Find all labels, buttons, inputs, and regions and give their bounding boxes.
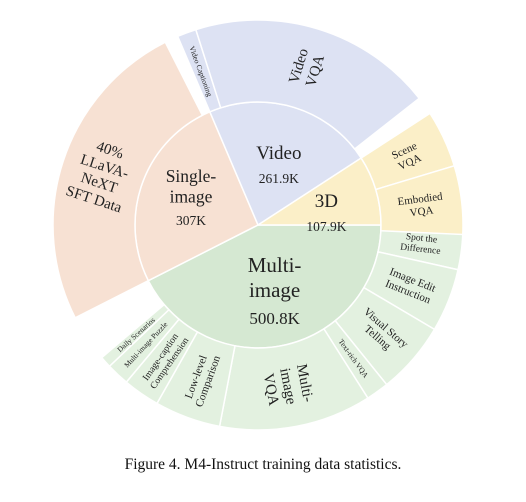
outer-ring xyxy=(52,19,464,431)
outer-label-multi-image-vqa: Multi-imageVQA xyxy=(259,363,316,410)
inner-label-multi-image: Multi-image xyxy=(248,253,302,302)
inner-label-video: Video xyxy=(256,143,301,164)
inner-value-multi-image: 500.8K xyxy=(249,309,300,328)
outer-label-embodied-vqa: EmbodiedVQA xyxy=(397,191,445,221)
outer-segment-40-llava-next-sft-data xyxy=(52,41,204,319)
inner-value-single-image: 307K xyxy=(176,213,206,228)
figure-caption: Figure 4. M4-Instruct training data stat… xyxy=(124,456,402,473)
inner-value-3d: 107.9K xyxy=(306,219,346,234)
outer-label-spot-the-difference: Spot theDifference xyxy=(400,232,442,257)
inner-label-single-image: Single-image xyxy=(166,166,217,207)
inner-value-video: 261.9K xyxy=(259,171,299,186)
inner-label-3d: 3D xyxy=(315,191,338,212)
outer-segment-daily-scenarios xyxy=(100,303,170,368)
outer-segment-video-vqa xyxy=(194,19,421,151)
outer-segment-embodied-vqa xyxy=(374,164,464,236)
